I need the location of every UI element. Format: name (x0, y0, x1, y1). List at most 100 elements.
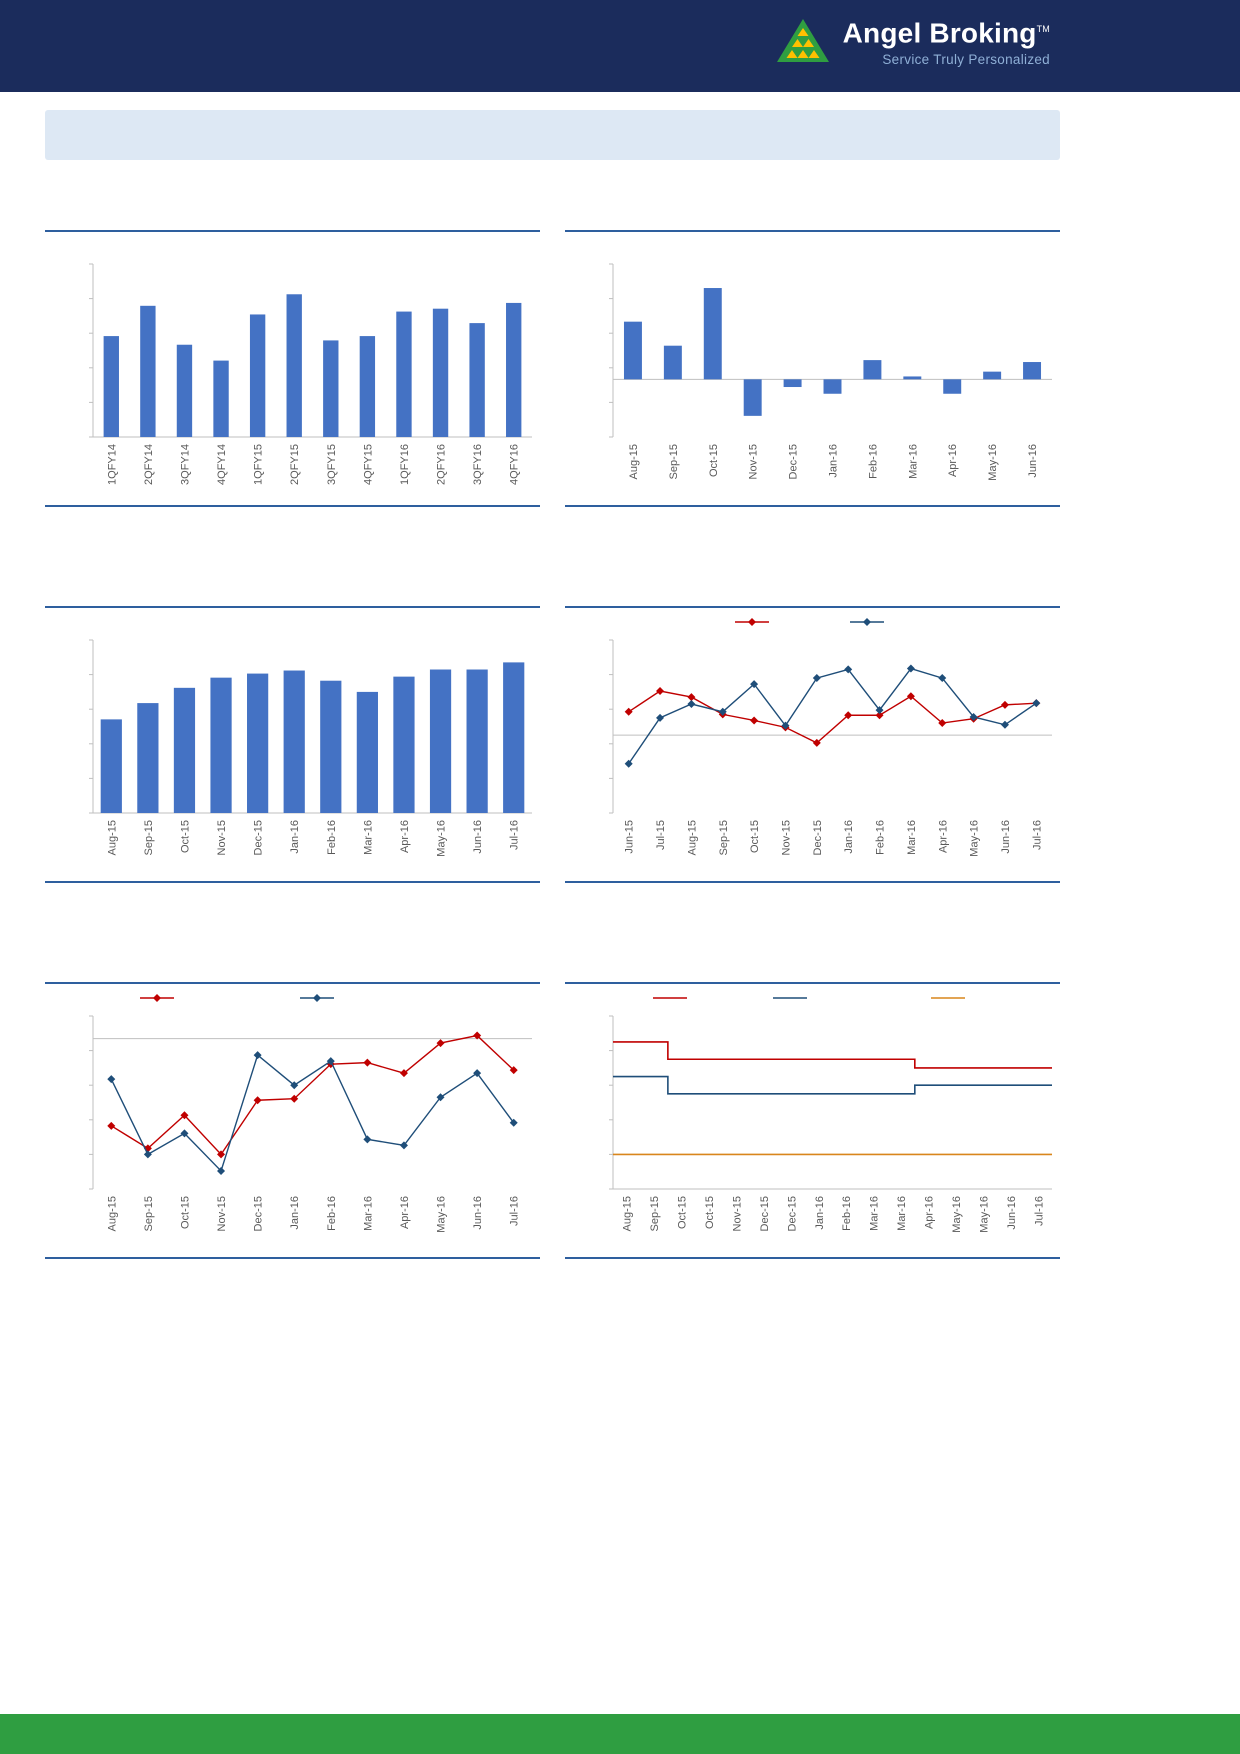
svg-text:Jul-16: Jul-16 (1031, 820, 1043, 850)
svg-text:Aug-15: Aug-15 (106, 820, 118, 855)
svg-text:Jul-15: Jul-15 (655, 820, 667, 850)
svg-text:1QFY15: 1QFY15 (253, 444, 265, 485)
monthly-bar-chart: Aug-15 Sep-15 Oct-15 Nov-15 Dec-15 Jan-16 Feb-… (89, 639, 532, 857)
svg-text:4QFY15: 4QFY15 (362, 444, 374, 485)
svg-text:Jul-16: Jul-16 (509, 820, 521, 850)
svg-text:Apr-16: Apr-16 (924, 1196, 936, 1229)
svg-text:1QFY16: 1QFY16 (399, 444, 411, 485)
svg-text:Dec-15: Dec-15 (786, 1196, 798, 1231)
svg-text:3QFY15: 3QFY15 (326, 444, 338, 485)
svg-text:3QFY16: 3QFY16 (472, 444, 484, 485)
svg-text:Apr-16: Apr-16 (937, 820, 949, 853)
svg-text:Aug-15: Aug-15 (622, 1196, 634, 1231)
svg-text:Nov-15: Nov-15 (780, 820, 792, 855)
svg-text:Nov-15: Nov-15 (216, 1196, 228, 1231)
title-banner (45, 110, 1060, 160)
svg-text:Dec-15: Dec-15 (812, 820, 824, 855)
svg-text:Feb-16: Feb-16 (326, 820, 338, 855)
svg-text:Dec-15: Dec-15 (759, 1196, 771, 1231)
chart-section-monthly-posneg-bar: Aug-15 Sep-15 Oct-15 Nov-15 Dec-15 Jan-16 Feb-… (565, 230, 1060, 507)
svg-text:Jun-15: Jun-15 (624, 820, 636, 854)
brand-logo: Angel BrokingTM Service Truly Personaliz… (774, 14, 1050, 67)
svg-text:Jun-16: Jun-16 (472, 1196, 484, 1230)
angel-broking-logo-icon (776, 19, 829, 62)
brand-text: Angel BrokingTM Service Truly Personaliz… (842, 14, 1050, 68)
svg-text:Dec-15: Dec-15 (788, 444, 800, 479)
svg-text:Jun-16: Jun-16 (1000, 820, 1012, 854)
svg-text:Apr-16: Apr-16 (947, 444, 959, 477)
svg-text:Feb-16: Feb-16 (326, 1196, 338, 1231)
svg-text:2QFY16: 2QFY16 (436, 444, 448, 485)
svg-text:Mar-16: Mar-16 (907, 444, 919, 479)
svg-text:4QFY16: 4QFY16 (509, 444, 521, 485)
step-line-rates-chart: Aug-15 Sep-15 Oct-15 Oct-15 Nov-15 Dec-15 Dec-… (609, 997, 1052, 1233)
svg-text:Oct-15: Oct-15 (708, 444, 720, 477)
svg-text:Mar-16: Mar-16 (362, 1196, 374, 1231)
svg-text:Jun-16: Jun-16 (1027, 444, 1039, 478)
svg-text:May-16: May-16 (951, 1196, 963, 1233)
quarterly-bar-chart: 1QFY14 2QFY14 3QFY14 4QFY14 1QFY15 2QFY15 3QFY… (89, 263, 532, 485)
trademark-mark: TM (1036, 24, 1050, 34)
chart-section-quarterly-bar: 1QFY14 2QFY14 3QFY14 4QFY14 1QFY15 2QFY15 3QFY… (45, 230, 540, 507)
svg-text:Oct-15: Oct-15 (179, 1196, 191, 1229)
svg-text:May-16: May-16 (436, 1196, 448, 1233)
svg-text:Jan-16: Jan-16 (814, 1196, 826, 1230)
svg-text:Feb-16: Feb-16 (841, 1196, 853, 1231)
svg-text:Nov-15: Nov-15 (731, 1196, 743, 1231)
svg-text:Jan-16: Jan-16 (289, 1196, 301, 1230)
svg-text:Jun-16: Jun-16 (1006, 1196, 1018, 1230)
svg-text:May-16: May-16 (436, 820, 448, 857)
svg-text:Feb-16: Feb-16 (875, 820, 887, 855)
footer-bar (0, 1714, 1240, 1754)
svg-text:Apr-16: Apr-16 (399, 820, 411, 853)
svg-text:May-16: May-16 (969, 820, 981, 857)
chart-section-dual-line-1: Jun-15 Jul-15 Aug-15 Sep-15 Oct-15 Nov-15 Dec-… (565, 606, 1060, 883)
svg-text:Mar-16: Mar-16 (362, 820, 374, 855)
svg-text:Nov-15: Nov-15 (216, 820, 228, 855)
svg-text:Sep-15: Sep-15 (668, 444, 680, 479)
svg-text:Dec-15: Dec-15 (253, 1196, 265, 1231)
svg-text:Mar-16: Mar-16 (896, 1196, 908, 1231)
svg-text:Oct-15: Oct-15 (179, 820, 191, 853)
charts-grid: 1QFY14 2QFY14 3QFY14 4QFY14 1QFY15 2QFY15 3QFY… (45, 230, 1060, 1259)
svg-text:Jul-16: Jul-16 (509, 1196, 521, 1226)
svg-text:Dec-15: Dec-15 (253, 820, 265, 855)
svg-text:Sep-15: Sep-15 (718, 820, 730, 855)
svg-text:Sep-15: Sep-15 (143, 1196, 155, 1231)
svg-text:Jul-16: Jul-16 (1033, 1196, 1045, 1226)
svg-text:Jan-16: Jan-16 (843, 820, 855, 854)
brand-name: Angel BrokingTM (842, 17, 1050, 49)
svg-text:May-16: May-16 (987, 444, 999, 481)
dual-series-line-chart-2: Aug-15 Sep-15 Oct-15 Nov-15 Dec-15 Jan-16 Feb-… (89, 994, 532, 1233)
header: Angel BrokingTM Service Truly Personaliz… (0, 0, 1240, 92)
svg-text:Mar-16: Mar-16 (869, 1196, 881, 1231)
svg-text:Feb-16: Feb-16 (867, 444, 879, 479)
svg-text:Aug-15: Aug-15 (686, 820, 698, 855)
svg-text:Jan-16: Jan-16 (289, 820, 301, 854)
svg-text:May-16: May-16 (978, 1196, 990, 1233)
chart-section-monthly-bar: Aug-15 Sep-15 Oct-15 Nov-15 Dec-15 Jan-16 Feb-… (45, 606, 540, 883)
svg-text:1QFY14: 1QFY14 (106, 444, 118, 485)
svg-text:2QFY14: 2QFY14 (143, 444, 155, 485)
svg-text:3QFY14: 3QFY14 (179, 444, 191, 485)
svg-text:Aug-15: Aug-15 (106, 1196, 118, 1231)
svg-text:Apr-16: Apr-16 (399, 1196, 411, 1229)
svg-text:Oct-15: Oct-15 (704, 1196, 716, 1229)
chart-section-step-rates: Aug-15 Sep-15 Oct-15 Oct-15 Nov-15 Dec-15 Dec-… (565, 982, 1060, 1259)
svg-text:Nov-15: Nov-15 (748, 444, 760, 479)
dual-series-line-chart-1: Jun-15 Jul-15 Aug-15 Sep-15 Oct-15 Nov-15 Dec-… (609, 618, 1052, 857)
svg-text:Jun-16: Jun-16 (472, 820, 484, 854)
svg-text:Aug-15: Aug-15 (628, 444, 640, 479)
svg-text:Jan-16: Jan-16 (828, 444, 840, 478)
svg-text:Sep-15: Sep-15 (649, 1196, 661, 1231)
svg-text:2QFY15: 2QFY15 (289, 444, 301, 485)
svg-text:Oct-15: Oct-15 (749, 820, 761, 853)
svg-text:4QFY14: 4QFY14 (216, 444, 228, 485)
svg-text:Sep-15: Sep-15 (143, 820, 155, 855)
brand-tagline: Service Truly Personalized (882, 52, 1050, 68)
monthly-posneg-bar-chart: Aug-15 Sep-15 Oct-15 Nov-15 Dec-15 Jan-16 Feb-… (609, 263, 1052, 481)
chart-section-dual-line-2: Aug-15 Sep-15 Oct-15 Nov-15 Dec-15 Jan-16 Feb-… (45, 982, 540, 1259)
svg-text:Oct-15: Oct-15 (677, 1196, 689, 1229)
svg-text:Mar-16: Mar-16 (906, 820, 918, 855)
